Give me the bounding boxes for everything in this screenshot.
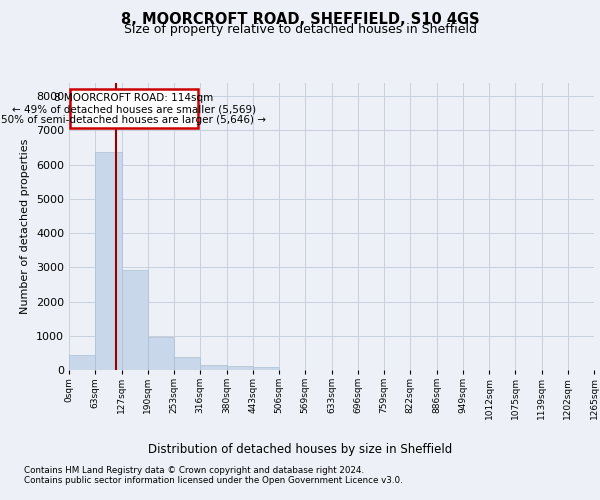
Text: ← 49% of detached houses are smaller (5,569): ← 49% of detached houses are smaller (5,…	[11, 104, 256, 115]
Bar	[227, 366, 253, 370]
Bar	[148, 337, 174, 370]
Text: 8 MOORCROFT ROAD: 114sqm: 8 MOORCROFT ROAD: 114sqm	[54, 93, 214, 103]
Text: Contains HM Land Registry data © Crown copyright and database right 2024.: Contains HM Land Registry data © Crown c…	[24, 466, 364, 475]
Bar	[200, 365, 227, 370]
Text: Contains public sector information licensed under the Open Government Licence v3: Contains public sector information licen…	[24, 476, 403, 485]
Text: Distribution of detached houses by size in Sheffield: Distribution of detached houses by size …	[148, 442, 452, 456]
Y-axis label: Number of detached properties: Number of detached properties	[20, 138, 31, 314]
Bar	[95, 152, 122, 370]
Bar	[174, 356, 200, 370]
Bar	[253, 368, 279, 370]
Bar	[69, 356, 95, 370]
Text: 8, MOORCROFT ROAD, SHEFFIELD, S10 4GS: 8, MOORCROFT ROAD, SHEFFIELD, S10 4GS	[121, 12, 479, 28]
Text: 50% of semi-detached houses are larger (5,646) →: 50% of semi-detached houses are larger (…	[1, 115, 266, 125]
FancyBboxPatch shape	[70, 90, 197, 128]
Text: Size of property relative to detached houses in Sheffield: Size of property relative to detached ho…	[124, 24, 476, 36]
Bar	[122, 270, 148, 370]
